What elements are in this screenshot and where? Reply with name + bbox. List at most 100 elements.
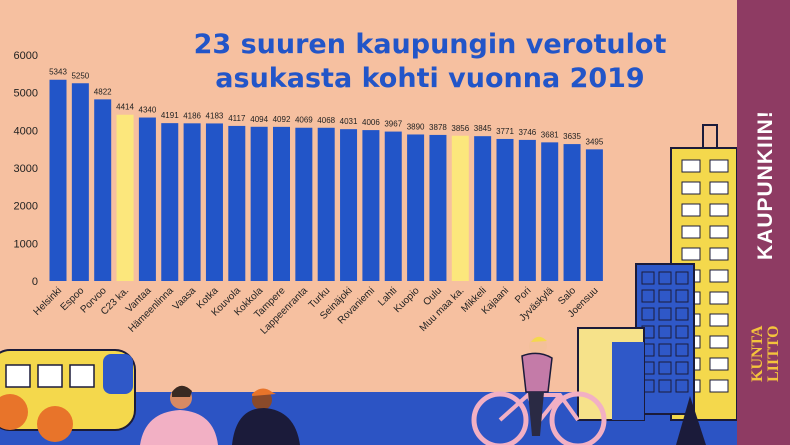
value-label: 4183 (206, 111, 224, 120)
tower-window (681, 225, 701, 239)
bar (250, 126, 268, 281)
bar (138, 117, 156, 281)
tower-window (709, 291, 729, 305)
capped-person-body (232, 408, 300, 445)
tower-window (709, 203, 729, 217)
tower-antenna (702, 124, 718, 151)
bus-window-2 (37, 364, 63, 388)
value-labels: 5343 5250 4822 4414 4340 4191 4186 4183 4117 4094… (49, 68, 604, 147)
logo-line1: KUNTA (749, 325, 766, 382)
blue-building-window (675, 361, 689, 375)
tower-window (709, 181, 729, 195)
value-label: 4822 (94, 87, 112, 96)
tower-window (709, 357, 729, 371)
bush-right (37, 406, 73, 442)
blue-building-window (658, 271, 672, 285)
person-pink-shirt (140, 410, 218, 445)
y-tick-label: 0 (32, 276, 38, 288)
value-label: 3635 (563, 132, 581, 141)
blue-building-window (641, 307, 655, 321)
blue-building-window (658, 307, 672, 321)
chart-title-line1: 23 suuren kaupungin verotulot (193, 29, 667, 60)
blue-building-window (658, 325, 672, 339)
value-label: 3890 (407, 122, 425, 131)
cyclist-legs (528, 392, 544, 436)
cyclist-hair (531, 336, 547, 342)
value-label: 4031 (340, 117, 358, 126)
value-label: 4191 (161, 111, 179, 120)
chart-title: 23 suuren kaupungin verotulot asukasta k… (150, 28, 710, 96)
y-tick-label: 1000 (14, 238, 38, 250)
chart-title-line2: asukasta kohti vuonna 2019 (215, 63, 645, 94)
bar (295, 127, 313, 281)
value-label: 5343 (49, 68, 67, 77)
blue-building (635, 263, 695, 415)
tower-window (709, 247, 729, 261)
bus-window (103, 354, 133, 394)
tower-window (709, 335, 729, 349)
kuntaliitto-logo: KUNTA LIITTO (749, 325, 782, 382)
y-tick-label: 5000 (14, 88, 38, 100)
cyclist-shirt (521, 352, 553, 393)
blue-building-window (675, 307, 689, 321)
bar (563, 144, 581, 281)
sidebar (737, 0, 790, 445)
blue-building-window (658, 379, 672, 393)
y-axis: 0 1000 2000 3000 4000 5000 6000 (14, 50, 38, 288)
sidebar-slogan: KAUPUNKIIN! (754, 110, 777, 260)
blue-building-window (675, 343, 689, 357)
value-label: 4094 (250, 115, 268, 124)
bar (496, 138, 514, 281)
tower-window (709, 269, 729, 283)
tower-window (681, 181, 701, 195)
value-label: 3845 (474, 124, 492, 133)
value-label: 4117 (228, 114, 246, 123)
blue-building-window (675, 379, 689, 393)
tower-window (681, 203, 701, 217)
y-tick-label: 3000 (14, 163, 38, 175)
blue-building-window (658, 289, 672, 303)
bar (340, 129, 358, 281)
bar (161, 123, 179, 281)
value-label: 4340 (139, 106, 157, 115)
bar (94, 99, 112, 281)
blue-building-window (658, 361, 672, 375)
value-label: 3681 (541, 130, 559, 139)
value-label: 4414 (116, 103, 134, 112)
bars (49, 79, 603, 281)
x-tick-label: Kuopio (392, 285, 422, 315)
bar (384, 131, 402, 281)
bar (317, 127, 335, 281)
tower-window (681, 247, 701, 261)
bar (49, 79, 67, 281)
value-label: 4006 (362, 118, 380, 127)
bar (407, 134, 425, 281)
value-label: 3967 (384, 120, 402, 129)
y-tick-label: 6000 (14, 50, 38, 62)
x-tick-label: Vaasa (171, 285, 199, 313)
blue-building-window (658, 343, 672, 357)
blue-building-window (675, 289, 689, 303)
bike-wheel-back (471, 391, 529, 445)
cap (252, 388, 276, 396)
bar (451, 135, 469, 281)
blue-building-window (675, 271, 689, 285)
low-building-panel (612, 342, 644, 420)
tower-window (681, 159, 701, 173)
logo-line2: LIITTO (765, 325, 782, 382)
tower-window (709, 225, 729, 239)
city-illustration (0, 124, 738, 445)
value-label: 3771 (496, 127, 514, 136)
blue-building-window (675, 325, 689, 339)
bar (205, 123, 223, 281)
bar (585, 149, 603, 281)
value-label: 4069 (295, 116, 313, 125)
y-tick-label: 2000 (14, 201, 38, 213)
person-hair (172, 385, 192, 397)
bar (273, 126, 290, 281)
blue-building-window (641, 289, 655, 303)
tower-window (709, 159, 729, 173)
